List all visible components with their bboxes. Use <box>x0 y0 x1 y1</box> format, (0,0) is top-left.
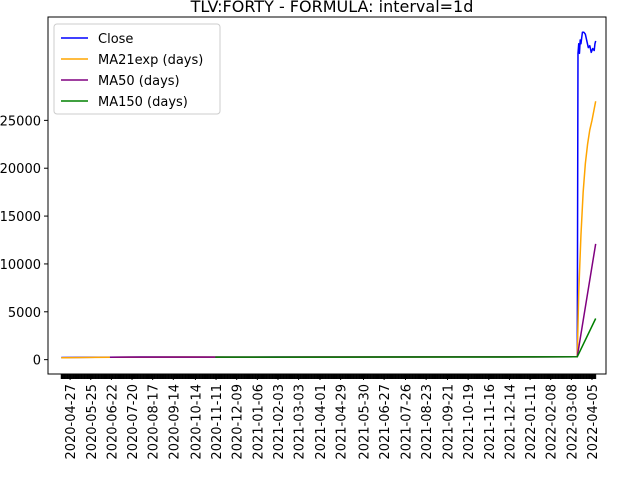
x-tick-label: 2022-02-08 <box>545 384 560 460</box>
x-tick-label: 2020-04-27 <box>64 384 79 460</box>
x-tick-label: 2021-08-23 <box>420 384 435 460</box>
series-layer <box>61 31 597 359</box>
x-tick-label: 2022-03-08 <box>565 384 580 460</box>
x-tick-label: 2020-10-14 <box>189 384 204 460</box>
x-tick-label: 2020-05-25 <box>85 384 100 460</box>
plot-frame <box>47 16 607 375</box>
legend-label: MA50 (days) <box>98 74 180 89</box>
y-axis: 0 5000 10000 15000 20000 25000 <box>0 114 48 369</box>
x-tick-label: 2021-07-26 <box>400 384 415 460</box>
x-tick-label: 2021-05-30 <box>357 384 372 460</box>
x-tick-label: 2020-12-09 <box>231 384 246 460</box>
x-tick-label: 2021-04-29 <box>335 384 350 460</box>
x-minor-ticks <box>60 374 597 379</box>
legend-label: MA21exp (days) <box>98 53 203 68</box>
x-tick-label: 2021-06-27 <box>378 384 393 460</box>
x-tick-label: 2021-02-03 <box>272 384 287 460</box>
chart-title: TLV:FORTY - FORMULA: interval=1d <box>190 0 474 16</box>
x-tick-label: 2020-07-20 <box>126 384 141 460</box>
y-tick-label: 20000 <box>0 162 41 177</box>
y-tick-label: 0 <box>33 354 41 369</box>
x-tick-label: 2021-04-01 <box>314 384 329 460</box>
series-line-3 <box>215 318 597 358</box>
x-tick-label: 2021-11-16 <box>483 384 498 460</box>
x-tick-label: 2021-03-03 <box>293 384 308 460</box>
legend-label: MA150 (days) <box>98 95 188 110</box>
y-tick-label: 15000 <box>0 210 41 225</box>
x-tick-label: 2022-01-11 <box>524 384 539 460</box>
x-tick-label: 2022-04-05 <box>586 384 601 460</box>
x-tick-label: 2020-06-22 <box>105 384 120 460</box>
y-tick-label: 10000 <box>0 258 41 273</box>
x-tick-label: 2020-11-11 <box>210 384 225 460</box>
x-tick-label: 2021-09-21 <box>442 384 457 460</box>
y-tick-label: 5000 <box>8 306 41 321</box>
legend-box <box>53 23 221 115</box>
legend-label: Close <box>98 32 133 47</box>
x-tick-label: 2020-08-17 <box>147 384 162 460</box>
x-tick-label: 2021-10-19 <box>462 384 477 460</box>
x-tick-label: 2021-12-14 <box>503 384 518 460</box>
x-axis: 2020-04-27 2020-05-25 2020-06-22 2020-07-20… <box>60 374 601 460</box>
x-tick-label: 2021-01-06 <box>251 384 266 460</box>
x-tick-label: 2020-09-14 <box>167 384 182 460</box>
legend: Close MA21exp (days) MA50 (days) MA150 (day… <box>53 23 221 115</box>
y-tick-label: 25000 <box>0 114 41 129</box>
